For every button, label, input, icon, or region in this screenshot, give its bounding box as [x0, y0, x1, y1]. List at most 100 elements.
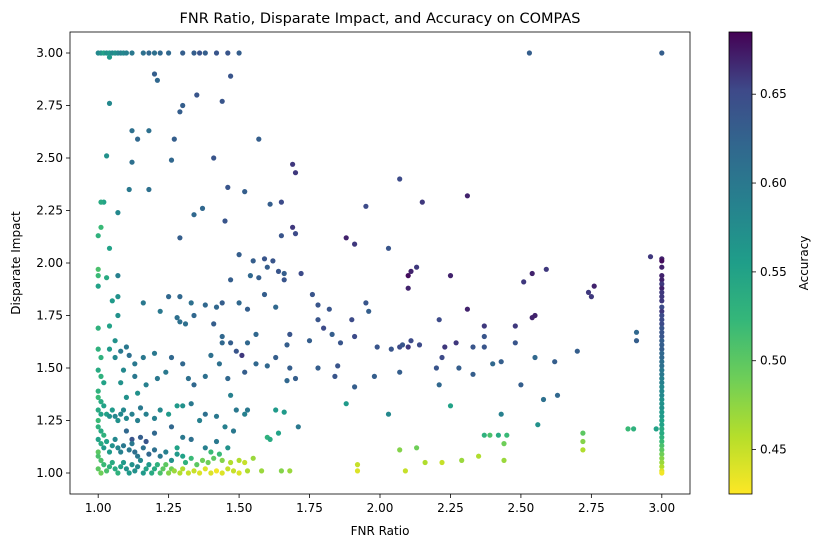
data-point: [101, 445, 107, 451]
data-point: [132, 373, 138, 379]
x-tick-label: 3.00: [648, 501, 675, 515]
data-point: [228, 73, 234, 79]
data-point: [120, 459, 127, 466]
data-point: [143, 466, 149, 472]
data-point: [157, 50, 163, 56]
data-point: [244, 468, 251, 474]
y-tick-label: 1.75: [36, 309, 63, 323]
data-point: [174, 445, 180, 451]
data-point: [659, 264, 665, 270]
data-point: [659, 455, 665, 461]
data-point: [106, 245, 113, 251]
data-point: [275, 268, 282, 274]
colorbar-tick-label: 0.55: [760, 265, 787, 279]
data-point: [659, 285, 665, 291]
data-point: [244, 340, 251, 346]
data-point: [543, 266, 549, 272]
data-point: [326, 306, 332, 312]
data-point: [397, 447, 403, 453]
data-point: [354, 462, 361, 468]
data-point: [287, 331, 293, 337]
data-point: [115, 445, 121, 451]
data-point: [202, 411, 208, 417]
data-point: [132, 449, 138, 455]
y-tick-label: 1.25: [36, 414, 63, 428]
data-point: [222, 218, 228, 224]
data-point: [374, 344, 380, 350]
data-point: [363, 300, 369, 306]
data-point: [154, 462, 160, 468]
data-point: [275, 430, 282, 436]
data-point: [659, 294, 665, 300]
data-point: [191, 50, 197, 56]
data-point: [171, 136, 177, 142]
data-point: [101, 380, 107, 386]
data-point: [273, 354, 279, 361]
data-point: [236, 470, 242, 476]
data-point: [532, 354, 538, 361]
data-point: [225, 375, 231, 382]
data-point: [95, 273, 101, 279]
data-point: [402, 468, 408, 474]
data-point: [659, 338, 665, 344]
data-point: [659, 359, 665, 365]
data-point: [481, 323, 487, 329]
data-point: [120, 443, 127, 449]
data-point: [213, 50, 220, 56]
y-tick-label: 1.50: [36, 361, 63, 375]
data-point: [292, 170, 299, 176]
data-point: [208, 470, 214, 476]
data-point: [160, 466, 166, 472]
data-point: [177, 235, 183, 241]
data-point: [202, 302, 208, 308]
data-point: [659, 396, 665, 403]
y-tick-label: 1.00: [36, 466, 63, 480]
data-point: [439, 459, 445, 466]
data-point: [436, 317, 442, 323]
data-point: [146, 462, 152, 468]
data-point: [219, 340, 225, 346]
data-point: [154, 77, 160, 83]
data-point: [659, 371, 665, 377]
data-point: [366, 308, 372, 314]
data-point: [659, 426, 665, 432]
data-point: [180, 453, 186, 459]
data-point: [230, 468, 237, 474]
data-point: [188, 300, 194, 306]
data-point: [363, 203, 369, 209]
data-point: [126, 352, 132, 358]
data-point: [540, 396, 547, 403]
data-point: [230, 428, 237, 434]
data-point: [397, 369, 403, 375]
data-point: [228, 277, 234, 283]
data-point: [95, 407, 101, 413]
data-point: [416, 342, 423, 348]
data-point: [123, 428, 129, 434]
data-point: [146, 50, 152, 56]
data-point: [177, 294, 183, 300]
data-point: [242, 459, 248, 466]
data-point: [211, 321, 217, 327]
data-point: [453, 340, 459, 346]
data-point: [284, 378, 290, 384]
scatter-points: [95, 50, 665, 476]
data-point: [250, 455, 256, 461]
data-point: [659, 281, 665, 287]
data-point: [180, 466, 186, 472]
data-point: [140, 445, 146, 451]
data-point: [180, 102, 186, 109]
data-point: [476, 453, 482, 459]
data-point: [132, 361, 138, 367]
data-point: [199, 205, 206, 211]
data-point: [118, 380, 124, 386]
data-point: [106, 413, 113, 419]
y-tick-label: 2.50: [36, 151, 63, 165]
data-point: [659, 422, 665, 428]
data-point: [98, 428, 104, 434]
data-point: [278, 233, 284, 239]
data-point: [228, 392, 234, 398]
data-point: [495, 432, 501, 438]
data-point: [95, 367, 101, 373]
data-point: [659, 451, 665, 457]
data-point: [151, 447, 158, 453]
